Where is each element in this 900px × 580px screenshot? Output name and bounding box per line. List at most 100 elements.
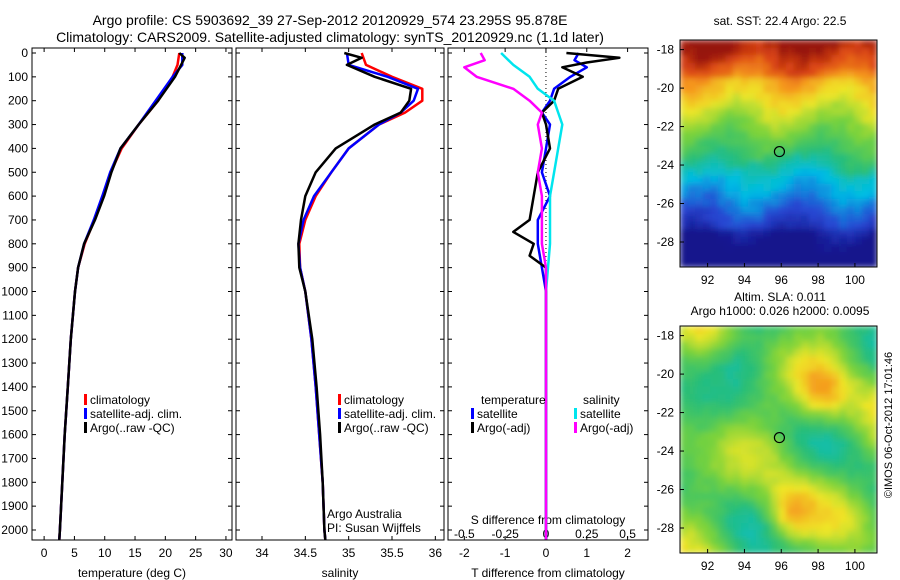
map-cell [763, 522, 772, 531]
x-tick-label: 5 [71, 546, 78, 560]
map-cell [816, 379, 825, 388]
map-cell [755, 447, 764, 456]
map-cell [763, 394, 772, 403]
map-cell [687, 47, 696, 56]
map-cell [702, 401, 711, 410]
map-cell [680, 492, 689, 501]
map-cell [770, 333, 780, 342]
map-cell [702, 168, 711, 177]
map-cell [740, 394, 749, 403]
map-cell [816, 341, 825, 350]
y-tick-label: 800 [8, 237, 28, 251]
map-cell [695, 386, 704, 395]
map-cell [861, 545, 870, 553]
map-cell [778, 409, 787, 418]
map-cell [755, 507, 764, 516]
x-tick-label: 1 [583, 546, 590, 560]
map-cell [733, 70, 742, 79]
map-cell [786, 477, 795, 486]
map-cell [702, 379, 711, 388]
map-cell [770, 85, 780, 94]
map-cell [808, 115, 817, 124]
map-cell [854, 447, 863, 456]
map-cell [839, 108, 848, 117]
map-cell [695, 85, 704, 94]
map-cell [710, 176, 719, 185]
map-cell [801, 507, 810, 516]
map-cell [801, 62, 810, 71]
map-cell [680, 100, 689, 109]
map-cell [816, 168, 825, 177]
map-cell [808, 439, 817, 448]
map-cell [831, 244, 840, 253]
map-cell [695, 326, 704, 335]
sst-map-title: sat. SST: 22.4 Argo: 22.5 [713, 14, 847, 28]
map-cell [733, 214, 742, 223]
map-cell [680, 356, 689, 365]
map-cell [786, 70, 795, 79]
map-cell [748, 108, 757, 117]
map-cell [695, 454, 704, 463]
map-cell [846, 394, 855, 403]
map-cell [763, 356, 772, 365]
map-cell [816, 500, 825, 509]
map-cell [824, 462, 833, 471]
map-cell [824, 40, 833, 49]
map-cell [687, 100, 696, 109]
map-cell [793, 507, 802, 516]
map-cell [687, 386, 696, 395]
map-cell [710, 123, 719, 132]
map-cell [808, 409, 817, 418]
map-cell [717, 379, 727, 388]
map-cell [763, 371, 772, 380]
map-cell [869, 431, 877, 441]
map-cell [680, 153, 689, 162]
map-cell [687, 363, 696, 372]
map-cell [824, 341, 833, 350]
map-cell [680, 55, 689, 64]
map-cell [725, 77, 734, 86]
map-cell [695, 424, 704, 433]
map-cell [861, 115, 870, 124]
map-cell [839, 515, 848, 524]
map-cell [816, 259, 825, 267]
map-cell [680, 70, 689, 79]
map-cell [770, 251, 780, 261]
map-cell [861, 333, 870, 342]
map-cell [869, 93, 877, 102]
map-cell [755, 93, 764, 102]
map-cell [740, 100, 749, 109]
map-cell [846, 363, 855, 372]
map-cell [717, 85, 727, 94]
map-cell [755, 462, 764, 471]
map-cell [831, 145, 840, 155]
map-cell [861, 394, 870, 403]
map-cell [763, 545, 772, 553]
map-cell [702, 108, 711, 117]
map-cell [702, 70, 711, 79]
map-cell [846, 537, 855, 547]
map-cell [755, 40, 764, 49]
map-cell [680, 515, 689, 524]
map-cell [793, 424, 802, 433]
map-cell [763, 507, 772, 516]
map-cell [725, 484, 734, 494]
map-cell [861, 439, 870, 448]
map-cell [740, 168, 749, 177]
map-cell [717, 416, 727, 425]
map-cell [695, 537, 704, 547]
map-cell [808, 55, 817, 64]
map-cell [793, 462, 802, 471]
map-cell [854, 348, 863, 357]
map-cell [740, 145, 749, 155]
map-cell [725, 138, 734, 147]
map-cell [846, 251, 855, 261]
map-cell [725, 333, 734, 342]
map-cell [824, 416, 833, 425]
map-cell [702, 462, 711, 471]
map-cell [793, 251, 802, 261]
map-cell [687, 93, 696, 102]
map-cell [846, 244, 855, 253]
map-cell [763, 191, 772, 200]
map-cell [778, 236, 787, 245]
